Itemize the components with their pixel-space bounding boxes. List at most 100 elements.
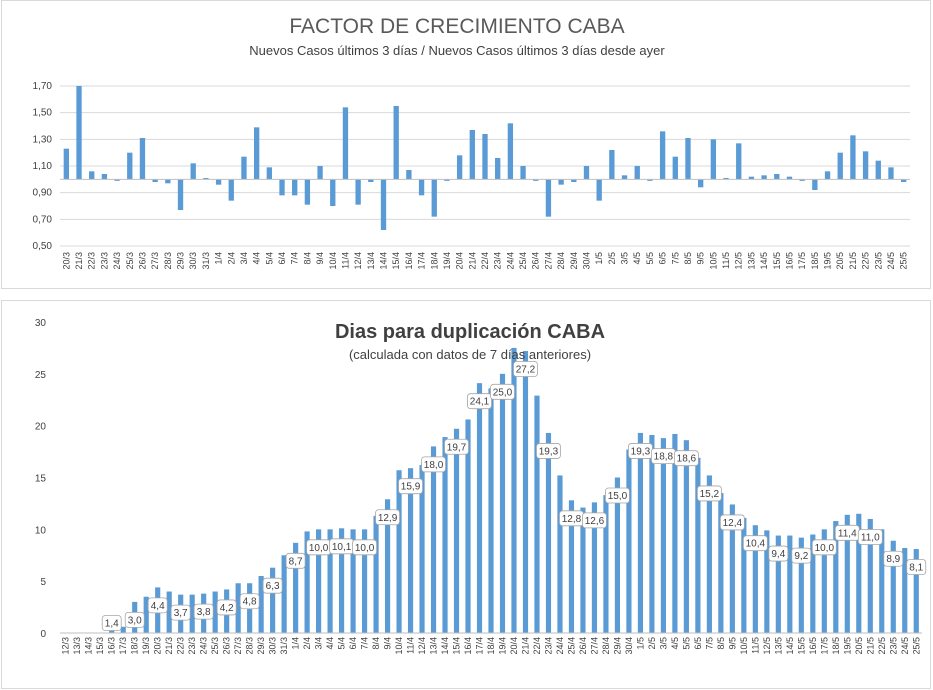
data-label-text: 10,0 [815, 543, 835, 554]
x-tick-label: 25/5 [899, 252, 909, 270]
chart-title: FACTOR DE CRECIMIENTO CABA [289, 15, 624, 38]
x-tick-label: 21/4 [467, 252, 477, 270]
data-label-text: 9,2 [794, 551, 808, 562]
data-label: 12,9 [375, 509, 400, 526]
x-tick-label: 27/3 [233, 637, 243, 655]
x-tick-label: 18/5 [831, 637, 841, 655]
data-label-box [605, 487, 630, 504]
x-tick-label: 26/3 [137, 252, 147, 270]
x-tick-label: 15/5 [796, 637, 806, 655]
x-tick-label: 22/4 [480, 252, 490, 270]
bar [189, 594, 195, 633]
data-label: 19,7 [444, 438, 469, 455]
data-label: 3,0 [124, 611, 145, 628]
data-label: 8,7 [285, 552, 306, 569]
data-label: 12,6 [582, 512, 607, 529]
bar [522, 351, 529, 633]
bar [844, 514, 850, 633]
x-tick-label: 29/4 [569, 252, 579, 270]
bar [621, 175, 628, 180]
bar [580, 507, 586, 633]
bar [495, 158, 501, 180]
y-tick-label: 10 [35, 525, 47, 536]
bar [177, 179, 184, 210]
bar [913, 549, 919, 633]
bar [710, 139, 717, 180]
bar [384, 499, 391, 633]
bar [875, 160, 881, 180]
x-tick-label: 20/4 [509, 637, 519, 655]
data-label-box [193, 603, 214, 620]
x-tick-label: 23/4 [493, 252, 503, 270]
chart-subtitle: (calculada con datos de 7 días anteriore… [349, 347, 591, 362]
bar [281, 555, 287, 633]
bar [292, 179, 298, 196]
x-tick-label: 20/5 [854, 637, 864, 655]
x-tick-label: 2/5 [607, 252, 617, 265]
x-tick-label: 30/3 [268, 637, 278, 655]
x-tick-label: 18/5 [810, 252, 820, 270]
data-label-box [673, 450, 699, 467]
bar [603, 495, 609, 633]
x-tick-label: 2/4 [302, 637, 312, 650]
data-label-box [421, 456, 446, 473]
data-label-text: 11,0 [861, 532, 880, 543]
y-tick-label: 0,90 [33, 188, 53, 199]
bar [418, 179, 425, 196]
bar [380, 179, 387, 230]
data-label: 8,9 [883, 550, 904, 567]
data-label-box [696, 485, 722, 502]
x-tick-label: 23/3 [187, 637, 197, 655]
y-tick-label: 1,10 [33, 161, 53, 172]
x-tick-label: 17/3 [118, 637, 128, 655]
x-tick-label: 4/5 [670, 637, 680, 650]
x-tick-label: 11/4 [340, 252, 350, 269]
bar [456, 155, 463, 180]
x-tick-label: 23/5 [888, 637, 898, 655]
bar [520, 166, 526, 180]
data-label-text: 18,0 [424, 460, 444, 471]
bar [660, 438, 666, 633]
bar [736, 143, 742, 180]
data-label-box [444, 438, 469, 455]
bar [253, 127, 260, 180]
x-tick-label: 14/4 [440, 637, 450, 655]
x-tick-label: 11/4 [406, 637, 416, 654]
bar [444, 179, 450, 181]
x-tick-label: 17/5 [819, 637, 829, 655]
data-label-box [582, 512, 607, 529]
x-tick-label: 20/3 [153, 637, 163, 655]
x-tick-label: 30/4 [581, 252, 591, 270]
bar [407, 468, 414, 633]
data-label: 3,8 [193, 603, 214, 620]
bar [507, 123, 514, 180]
x-tick-label: 12/5 [762, 637, 772, 655]
x-tick-label: 22/5 [877, 637, 887, 655]
bar [761, 175, 767, 180]
x-tick-label: 7/4 [290, 252, 300, 265]
data-label-box [490, 383, 515, 400]
x-tick-label: 24/4 [505, 252, 515, 270]
data-label-text: 9,4 [771, 549, 785, 560]
x-tick-label: 1/4 [291, 637, 301, 650]
x-tick-label: 13/5 [746, 252, 756, 270]
bar [752, 525, 758, 633]
data-label-box [239, 593, 260, 610]
x-tick-label: 5/5 [645, 252, 655, 265]
bar [304, 531, 310, 633]
x-tick-label: 27/3 [150, 252, 160, 270]
x-tick-label: 27/4 [589, 637, 599, 655]
bar [558, 179, 564, 185]
x-tick-label: 16/5 [784, 252, 794, 270]
data-label: 12,4 [719, 514, 745, 531]
bar [867, 518, 873, 633]
data-label-box [170, 604, 191, 621]
x-tick-label: 19/5 [842, 637, 852, 655]
bar [888, 167, 894, 180]
bar [316, 529, 322, 633]
data-label: 10,0 [306, 539, 332, 556]
x-tick-label: 10/4 [394, 637, 404, 655]
data-label-text: 12,9 [378, 513, 398, 524]
data-label: 6,3 [262, 577, 283, 594]
x-tick-label: 5/4 [337, 637, 347, 650]
